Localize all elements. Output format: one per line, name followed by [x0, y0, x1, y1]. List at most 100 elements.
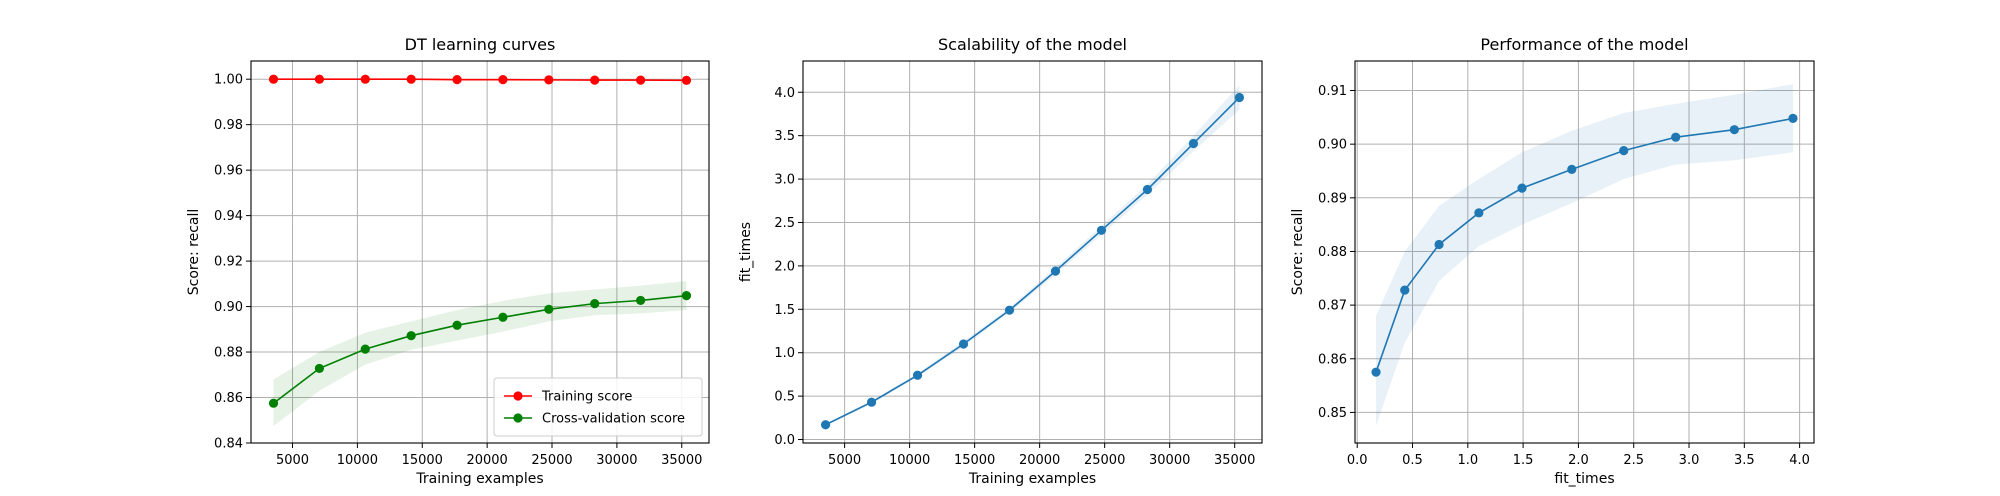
y-tick-label: 2.0 — [774, 259, 795, 274]
chart-panel-learning-curves: DT learning curves Training examples Sco… — [186, 35, 710, 487]
x-tick-label: 1.5 — [1513, 453, 1534, 468]
x-tick-label: 0.5 — [1402, 453, 1423, 468]
data-point — [544, 304, 554, 314]
x-tick-label: 5000 — [276, 453, 309, 468]
legend-label: Cross-validation score — [542, 412, 685, 427]
y-tick-label: 0.87 — [1318, 299, 1347, 314]
y-tick-label: 3.5 — [774, 129, 795, 144]
y-tick-label: 1.00 — [214, 73, 243, 88]
data-point — [958, 339, 969, 349]
x-tick-label: 15000 — [402, 453, 443, 468]
y-tick-label: 0.96 — [214, 164, 243, 179]
grid — [803, 61, 1262, 443]
data-point — [820, 420, 831, 430]
x-tick-label: 2.5 — [1623, 453, 1644, 468]
data-point — [590, 299, 600, 309]
y-tick-label: 0.86 — [214, 391, 243, 406]
data-point — [314, 363, 325, 374]
y-tick-label: 0.5 — [774, 390, 795, 405]
x-tick-label: 35000 — [661, 453, 702, 468]
y-tick-label: 0.89 — [1318, 191, 1347, 206]
data-point — [406, 74, 416, 84]
data-point — [544, 75, 554, 85]
y-tick-label: 0.98 — [214, 118, 243, 133]
data-point — [498, 312, 508, 322]
x-tick-label: 35000 — [1214, 453, 1255, 468]
y-tick-label: 0.88 — [214, 346, 243, 361]
data-point — [681, 291, 692, 301]
data-point — [1234, 92, 1245, 103]
y-axis-label: Score: recall — [186, 209, 202, 296]
data-point — [268, 398, 279, 408]
data-point — [406, 331, 416, 341]
data-point — [1517, 183, 1527, 193]
x-tick-label: 3.5 — [1734, 453, 1755, 468]
data-point — [1434, 239, 1444, 250]
data-point — [1188, 138, 1199, 149]
x-axis-label: Training examples — [968, 471, 1096, 487]
confidence-band — [1376, 84, 1793, 426]
legend: Training score Cross-validation score — [493, 377, 703, 437]
chart-title: Scalability of the model — [938, 35, 1127, 54]
data-point — [452, 75, 462, 85]
x-axis-label: fit_times — [1554, 471, 1614, 487]
y-tick-label: 0.90 — [1318, 138, 1347, 153]
data-point — [1567, 164, 1577, 174]
data-point — [1729, 125, 1739, 135]
x-tick-label: 25000 — [531, 453, 572, 468]
grid — [1355, 61, 1814, 443]
x-tick-label: 10000 — [889, 453, 930, 468]
chart-title: DT learning curves — [405, 35, 556, 54]
data-point — [1142, 184, 1153, 195]
legend-label: Training score — [541, 390, 632, 405]
y-axis-label: Score: recall — [1290, 209, 1306, 296]
legend-frame — [493, 377, 703, 437]
y-tick-label: 0.94 — [214, 209, 243, 224]
legend-swatch-marker — [513, 391, 523, 401]
x-tick-label: 30000 — [1149, 453, 1190, 468]
data-point — [635, 75, 646, 85]
confidence-band — [825, 85, 1240, 426]
legend-swatch-marker — [513, 413, 523, 423]
data-point — [1474, 208, 1484, 218]
y-tick-label: 0.91 — [1318, 84, 1347, 99]
data-point — [452, 320, 462, 330]
data-point — [360, 344, 370, 354]
chart-title: Performance of the model — [1480, 35, 1688, 54]
x-tick-label: 20000 — [466, 453, 507, 468]
data-point — [912, 370, 923, 380]
y-tick-label: 4.0 — [774, 86, 795, 101]
grid — [251, 61, 709, 444]
data-point — [1004, 305, 1015, 315]
data-point — [1788, 113, 1798, 124]
y-tick-label: 1.0 — [774, 346, 795, 361]
y-tick-label: 0.88 — [1318, 245, 1347, 260]
series-line — [273, 78, 687, 82]
y-tick-label: 0.84 — [214, 437, 243, 452]
x-tick-label: 4.0 — [1789, 453, 1810, 468]
y-tick-label: 0.90 — [214, 300, 243, 315]
y-tick-label: 0.85 — [1318, 406, 1347, 421]
axes-frame — [802, 60, 1263, 444]
x-tick-label: 25000 — [1084, 453, 1125, 468]
x-tick-label: 2.0 — [1568, 453, 1589, 468]
data-point — [314, 74, 325, 84]
axes-frame — [250, 60, 710, 444]
x-tick-label: 1.0 — [1457, 453, 1478, 468]
data-point — [866, 397, 877, 407]
series-line — [1375, 117, 1794, 373]
series-line — [825, 96, 1240, 426]
y-tick-label: 0.0 — [774, 433, 795, 448]
y-tick-label: 3.0 — [774, 173, 795, 188]
data-point — [1400, 285, 1410, 295]
x-tick-label: 30000 — [596, 453, 637, 468]
data-point — [681, 75, 692, 85]
data-point — [1371, 367, 1381, 377]
x-tick-label: 20000 — [1019, 453, 1060, 468]
axes-frame — [1354, 60, 1815, 444]
x-tick-label: 10000 — [337, 453, 378, 468]
x-axis-label: Training examples — [415, 471, 543, 487]
y-axis-label: fit_times — [738, 222, 754, 282]
chart-panel-scalability: Scalability of the model Training exampl… — [738, 35, 1263, 487]
